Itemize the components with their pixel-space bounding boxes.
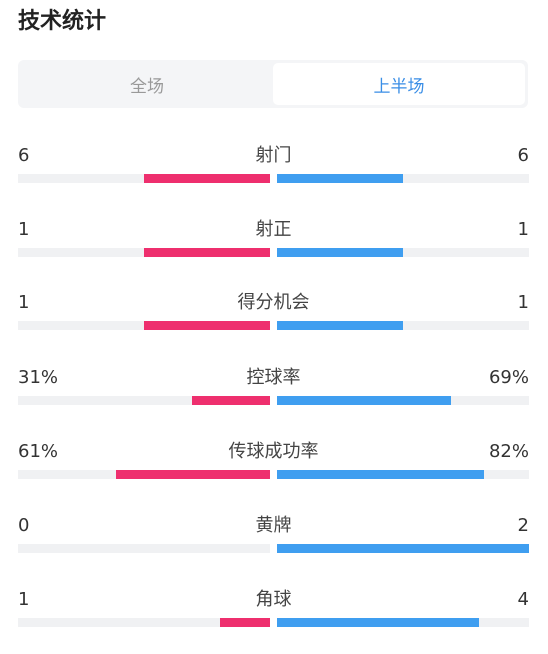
stat-row-pass-accuracy: 61% 传球成功率 82% (18, 440, 529, 484)
home-track (18, 174, 270, 183)
home-value: 61% (18, 441, 59, 462)
home-bar (191, 396, 270, 405)
stat-label: 得分机会 (237, 292, 310, 313)
away-bar (277, 174, 403, 183)
stat-label: 控球率 (246, 367, 301, 388)
away-bar (277, 396, 451, 405)
away-track (277, 174, 529, 183)
away-bar (277, 470, 484, 479)
away-value: 1 (517, 219, 529, 240)
home-bar (144, 321, 270, 330)
page-title: 技术统计 (18, 9, 107, 34)
tab-full-match[interactable]: 全场 (130, 76, 164, 97)
home-bar (116, 470, 270, 479)
home-bar (219, 618, 270, 627)
period-tabs: 全场 上半场 (18, 60, 528, 108)
stat-row-yellow-cards: 0 黄牌 2 (18, 514, 529, 558)
away-bar (277, 321, 403, 330)
away-bar (277, 618, 479, 627)
away-value: 69% (488, 367, 529, 388)
away-track (277, 321, 529, 330)
stat-row-possession: 31% 控球率 69% (18, 366, 529, 410)
stat-row-corners: 1 角球 4 (18, 588, 529, 632)
away-track (277, 544, 529, 553)
away-value: 82% (488, 441, 529, 462)
home-track (18, 321, 270, 330)
stat-label: 射门 (255, 145, 292, 166)
stat-row-shots-on-target: 1 射正 1 (18, 218, 529, 262)
away-bar (277, 544, 529, 553)
away-bar (277, 248, 403, 257)
away-track (277, 470, 529, 479)
home-value: 1 (18, 292, 30, 313)
away-value: 4 (517, 589, 529, 610)
home-track (18, 544, 270, 553)
away-track (277, 396, 529, 405)
home-track (18, 470, 270, 479)
away-track (277, 618, 529, 627)
tab-first-half[interactable]: 上半场 (273, 63, 525, 105)
home-value: 0 (18, 515, 30, 536)
away-value: 6 (517, 145, 529, 166)
stat-label: 黄牌 (255, 515, 292, 536)
home-value: 6 (18, 145, 30, 166)
home-track (18, 618, 270, 627)
home-track (18, 248, 270, 257)
stat-label: 射正 (255, 219, 292, 240)
home-bar (144, 174, 270, 183)
stat-label: 传球成功率 (228, 441, 319, 462)
home-value: 31% (18, 367, 59, 388)
stat-row-shots: 6 射门 6 (18, 144, 529, 188)
home-value: 1 (18, 219, 30, 240)
home-track (18, 396, 270, 405)
away-value: 2 (517, 515, 529, 536)
away-track (277, 248, 529, 257)
home-bar (144, 248, 270, 257)
stat-label: 角球 (255, 589, 292, 610)
home-value: 1 (18, 589, 30, 610)
stat-row-chances: 1 得分机会 1 (18, 291, 529, 335)
away-value: 1 (517, 292, 529, 313)
